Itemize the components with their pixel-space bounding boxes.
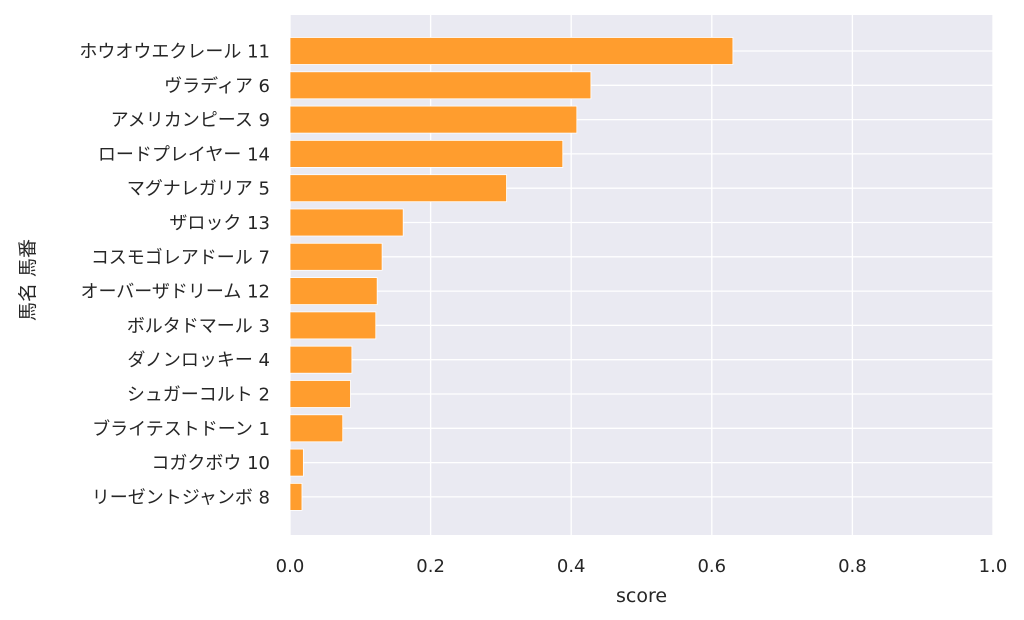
y-tick-label: リーゼントジャンボ 8 xyxy=(92,487,270,508)
bar xyxy=(289,208,404,237)
bar xyxy=(289,414,344,443)
y-tick-label: ホウオウエクレール 11 xyxy=(79,42,270,63)
y-tick-labels: ホウオウエクレール 11 ヴラディア 6 アメリカンピース 9 ロードプレイヤー 14… xyxy=(79,42,270,509)
y-tick-label: ロードプレイヤー 14 xyxy=(98,144,270,165)
y-tick-label: オーバーザドリーム 12 xyxy=(80,282,270,303)
bar xyxy=(289,482,303,511)
x-tick-label: 0.4 xyxy=(557,556,586,577)
bar xyxy=(289,174,507,203)
x-tick-label: 1.0 xyxy=(979,556,1008,577)
bar xyxy=(289,311,377,340)
x-axis-label: score xyxy=(616,585,667,607)
y-axis-label: 馬名 馬番 xyxy=(17,239,39,321)
bar xyxy=(289,277,378,306)
bar xyxy=(289,105,578,134)
bar xyxy=(289,71,592,100)
y-tick-label: シュガーコルト 2 xyxy=(127,385,270,406)
bars xyxy=(289,37,734,511)
y-tick-label: マグナレガリア 5 xyxy=(127,179,270,200)
y-tick-label: ボルタドマール 3 xyxy=(127,316,270,337)
plot-background xyxy=(290,15,993,535)
bar xyxy=(289,448,304,477)
y-tick-label: アメリカンピース 9 xyxy=(111,110,270,131)
bar xyxy=(289,345,353,374)
x-tick-label: 0.2 xyxy=(416,556,445,577)
bar xyxy=(289,37,734,65)
y-tick-label: ザロック 13 xyxy=(169,213,270,234)
bar xyxy=(289,242,383,271)
x-tick-label: 0.8 xyxy=(838,556,867,577)
y-tick-label: ダノンロッキー 4 xyxy=(127,350,270,371)
x-tick-label: 0.6 xyxy=(697,556,726,577)
bar xyxy=(289,139,564,168)
x-tick-label: 0.0 xyxy=(276,556,305,577)
y-tick-label: ヴラディア 6 xyxy=(164,76,270,97)
x-tick-labels: 0.0 0.2 0.4 0.6 0.8 1.0 xyxy=(276,556,1008,577)
y-tick-label: コスモゴレアドール 7 xyxy=(91,247,270,268)
bar xyxy=(289,380,351,408)
y-tick-label: ブライテストドーン 1 xyxy=(92,418,270,440)
y-tick-label: コガクボウ 10 xyxy=(151,453,270,474)
